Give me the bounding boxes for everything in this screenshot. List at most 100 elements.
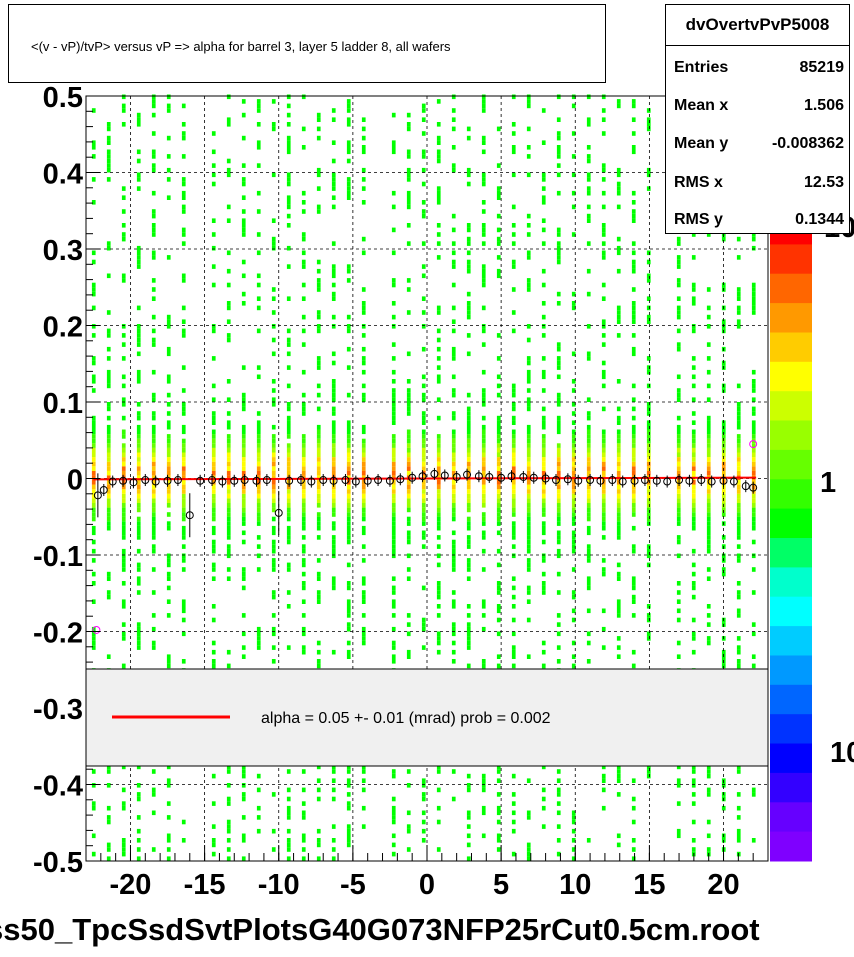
- heat-cell: [331, 438, 336, 444]
- heat-cell: [91, 287, 96, 292]
- heat-cell: [466, 227, 471, 233]
- heat-cell: [691, 778, 696, 783]
- heat-cell: [271, 443, 276, 448]
- heat-cell: [631, 493, 636, 499]
- heat-cell: [706, 512, 711, 517]
- heat-cell: [586, 158, 591, 164]
- heat-cell: [511, 438, 516, 444]
- heat-cell: [316, 484, 321, 490]
- heat-cell: [706, 548, 711, 554]
- heat-cell: [436, 498, 441, 503]
- heat-cell: [301, 613, 306, 618]
- heat-cell: [571, 512, 576, 517]
- heat-cell: [436, 447, 441, 453]
- heat-cell: [391, 640, 396, 646]
- heat-cell: [496, 447, 501, 453]
- heat-cell: [256, 447, 261, 453]
- heat-cell: [691, 296, 696, 301]
- heat-cell: [556, 94, 561, 100]
- heat-cell: [481, 466, 486, 471]
- heat-cell: [706, 489, 711, 494]
- heat-cell: [346, 429, 351, 435]
- heat-cell: [646, 544, 651, 549]
- heat-cell: [646, 424, 651, 430]
- heat-cell: [331, 466, 336, 471]
- heat-cell: [556, 535, 561, 540]
- heat-cell: [436, 135, 441, 141]
- heat-cell: [241, 530, 246, 536]
- heat-cell: [571, 443, 576, 448]
- heat-cell: [676, 581, 681, 586]
- heat-cell: [106, 379, 111, 384]
- heat-cell: [571, 567, 576, 572]
- heat-cell: [421, 521, 426, 526]
- heat-cell: [361, 493, 366, 499]
- heat-cell: [511, 512, 516, 517]
- heat-cell: [436, 232, 441, 237]
- profile-point: [586, 476, 595, 485]
- heat-cell: [331, 778, 336, 783]
- y-tick-label: -0.4: [33, 771, 83, 803]
- heat-cell: [406, 429, 411, 435]
- heat-cell: [556, 461, 561, 467]
- heat-cell: [136, 792, 141, 797]
- heat-cell: [226, 337, 231, 343]
- heat-cell: [391, 411, 396, 416]
- heat-cell: [556, 489, 561, 494]
- heat-cell: [421, 783, 426, 788]
- heat-cell: [361, 236, 366, 242]
- heat-cell: [691, 356, 696, 361]
- heat-cell: [421, 796, 426, 802]
- heat-cell: [121, 397, 126, 402]
- heat-cell: [421, 466, 426, 471]
- heat-cell: [571, 204, 576, 210]
- heat-cell: [91, 420, 96, 425]
- heat-cell: [751, 484, 756, 490]
- heat-cell: [226, 796, 231, 802]
- heat-cell: [421, 397, 426, 402]
- heat-cell: [556, 241, 561, 246]
- heat-cell: [526, 539, 531, 545]
- heat-cell: [646, 319, 651, 324]
- heat-cell: [361, 576, 366, 581]
- heat-cell: [571, 434, 576, 439]
- profile-point: [529, 473, 538, 482]
- heat-cell: [436, 434, 441, 439]
- heat-cell: [361, 764, 366, 770]
- heat-cell: [541, 369, 546, 375]
- heat-cell: [571, 503, 576, 508]
- heat-cell: [646, 406, 651, 412]
- heat-cell: [301, 457, 306, 462]
- heat-cell: [541, 447, 546, 453]
- heat-cell: [706, 415, 711, 421]
- heat-cell: [136, 149, 141, 155]
- profile-point: [230, 476, 239, 485]
- profile-point: [185, 511, 194, 520]
- heat-cell: [151, 99, 156, 104]
- heat-cell: [616, 489, 621, 494]
- heat-cell: [106, 594, 111, 600]
- heat-cell: [136, 461, 141, 467]
- heat-cell: [106, 764, 111, 770]
- heat-cell: [496, 424, 501, 430]
- heat-cell: [466, 181, 471, 187]
- heat-cell: [481, 535, 486, 540]
- heat-cell: [271, 613, 276, 618]
- heat-cell: [556, 356, 561, 361]
- heat-cell: [556, 824, 561, 829]
- heat-cell: [346, 516, 351, 522]
- heat-cell: [496, 374, 501, 380]
- heat-cell: [151, 167, 156, 173]
- heat-cell: [736, 838, 741, 843]
- heat-cell: [91, 498, 96, 503]
- heat-cell: [616, 305, 621, 311]
- heat-cell: [586, 172, 591, 178]
- heat-cell: [406, 824, 411, 829]
- heat-cell: [601, 447, 606, 453]
- heat-cell: [496, 415, 501, 421]
- heat-cell: [601, 282, 606, 288]
- heat-cell: [166, 438, 171, 444]
- heat-cell: [271, 461, 276, 467]
- heat-cell: [361, 356, 366, 361]
- heat-cell: [226, 838, 231, 843]
